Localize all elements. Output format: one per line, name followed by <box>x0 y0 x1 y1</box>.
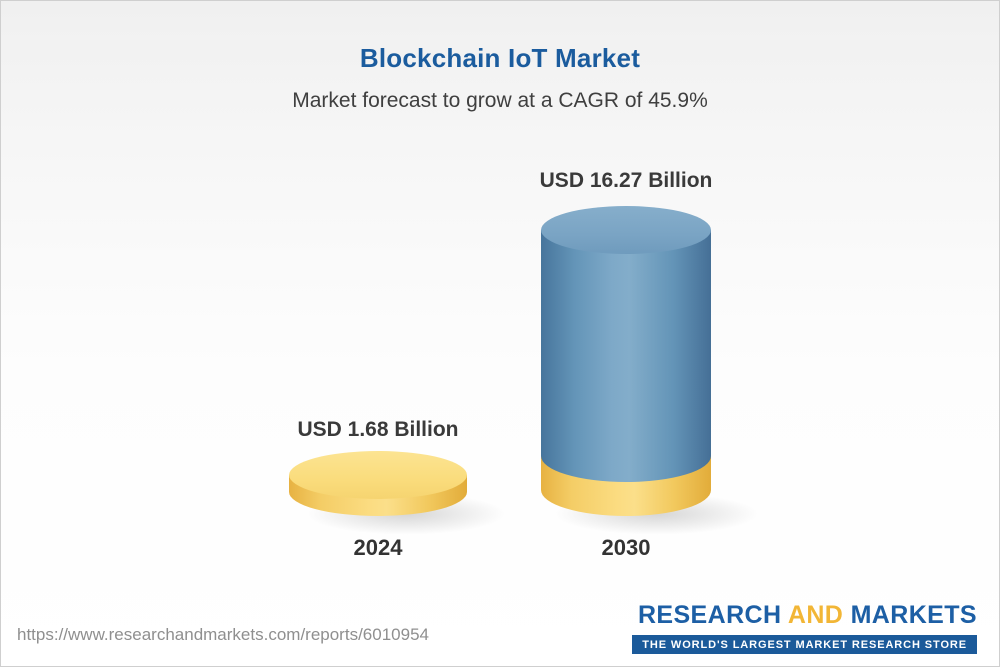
bar-2030-body <box>541 230 711 482</box>
bar-2024 <box>289 451 467 516</box>
logo-word-markets: MARKETS <box>843 601 977 629</box>
logo-word-research: RESEARCH <box>637 601 788 629</box>
category-label-2030: 2030 <box>601 535 651 560</box>
report-url: https://www.researchandmarkets.com/repor… <box>17 625 429 644</box>
chart-title: Blockchain IoT Market <box>359 43 641 73</box>
logo-tagline: THE WORLD'S LARGEST MARKET RESEARCH STOR… <box>632 635 977 654</box>
value-label-2024: USD 1.68 Billion <box>297 418 459 441</box>
chart-subtitle: Market forecast to grow at a CAGR of 45.… <box>292 89 708 112</box>
category-label-2024: 2024 <box>353 535 403 560</box>
logo-wordmark: RESEARCH AND MARKETS <box>632 601 977 630</box>
bar-2030-top-ellipse <box>541 206 711 254</box>
value-label-2030: USD 16.27 Billion <box>539 169 713 192</box>
research-and-markets-logo: RESEARCH AND MARKETS THE WORLD'S LARGEST… <box>632 601 977 654</box>
logo-word-and: AND <box>787 601 844 629</box>
bar-2024-top-ellipse <box>289 451 467 499</box>
bar-2030 <box>541 206 711 516</box>
